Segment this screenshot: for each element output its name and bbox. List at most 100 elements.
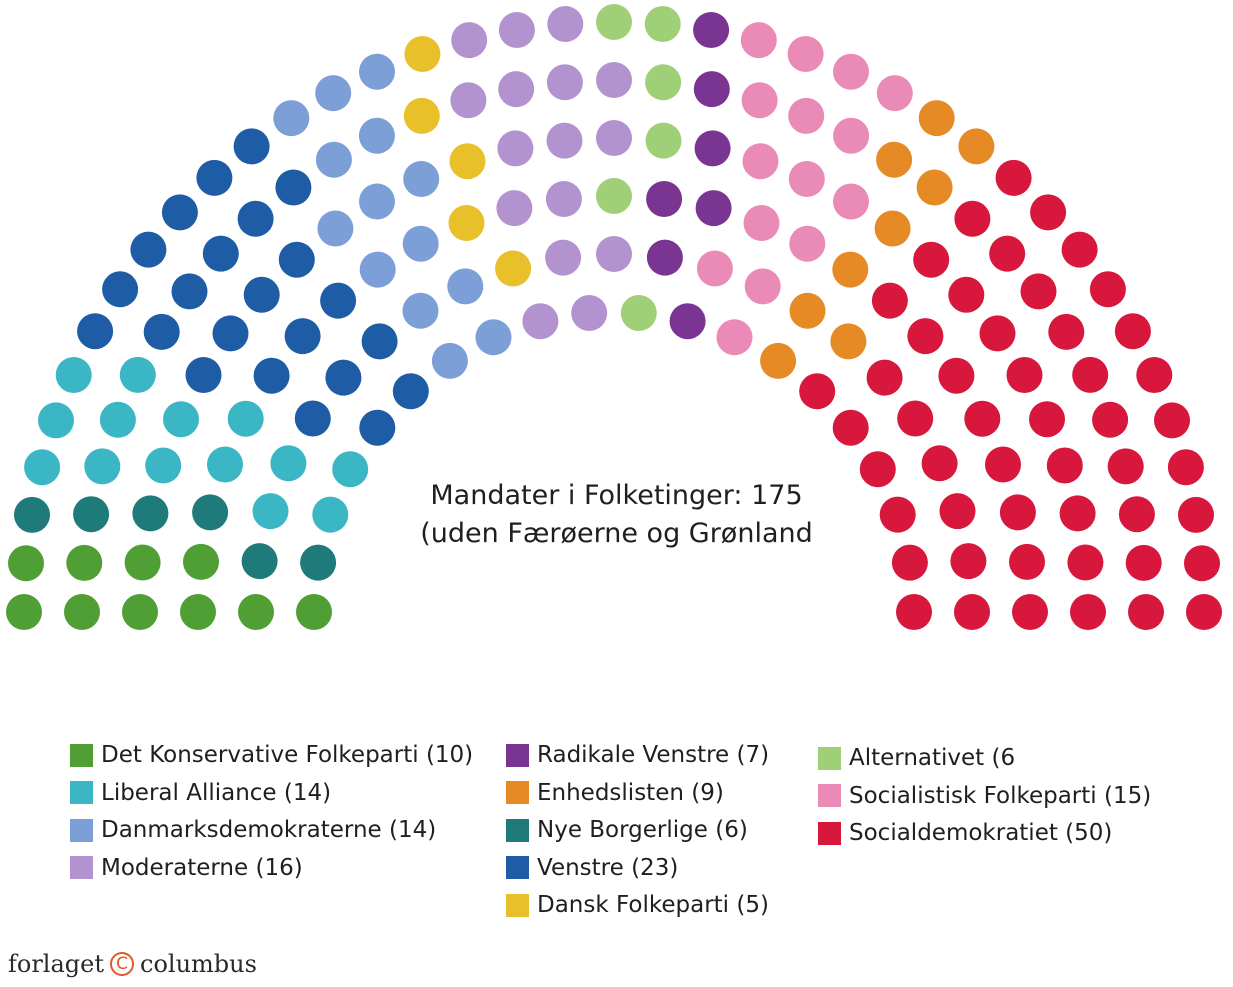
seat-liberal-alliance (312, 496, 349, 533)
seat-socialistisk-folkeparti (744, 268, 781, 305)
seat-socialistisk-folkeparti (833, 183, 869, 220)
seat-danmarksdemokraterne (475, 319, 512, 356)
seat-socialdemokratiet (871, 282, 908, 319)
seat-danmarksdemokraterne (431, 342, 468, 379)
seat-socialdemokratiet (985, 446, 1021, 483)
seat-det-konservative-folkeparti (6, 594, 42, 630)
seat-socialdemokratiet (1048, 313, 1085, 350)
seat-dansk-folkeparti (448, 205, 485, 241)
seat-socialdemokratiet (896, 594, 932, 630)
seat-danmarksdemokraterne (359, 251, 396, 288)
seat-socialdemokratiet (1070, 594, 1106, 630)
seat-socialdemokratiet (1012, 594, 1048, 630)
legend-item-det-konservative-folkeparti: Det Konservative Folkeparti (10) (70, 740, 473, 770)
legend-swatch (818, 784, 841, 807)
seat-socialistisk-folkeparti (740, 22, 777, 59)
seat-enhedslisten (874, 210, 911, 247)
seat-det-konservative-folkeparti (296, 594, 332, 630)
seat-dansk-folkeparti (495, 250, 532, 287)
seat-moderaterne (546, 122, 583, 159)
seat-venstre (77, 313, 114, 350)
seat-socialdemokratiet (979, 315, 1016, 352)
seat-moderaterne (596, 62, 632, 98)
seat-danmarksdemokraterne (359, 183, 395, 220)
seat-alternativet (596, 178, 632, 214)
legend-swatch (506, 743, 529, 767)
legend-swatch (70, 743, 93, 767)
seat-socialdemokratiet (939, 493, 976, 530)
seat-liberal-alliance (270, 445, 307, 482)
legend-label: Nye Borgerlige (6) (537, 817, 748, 843)
seat-dansk-folkeparti (449, 143, 486, 180)
seat-enhedslisten (830, 323, 867, 360)
chart-subtitle: (uden Færøerne og Grønland (420, 518, 813, 549)
seat-radikale-venstre (646, 239, 683, 276)
seat-socialdemokratiet (950, 543, 987, 580)
seat-socialistisk-folkeparti (787, 36, 824, 72)
seat-socialdemokratiet (1154, 402, 1190, 439)
seat-socialistisk-folkeparti (743, 205, 780, 241)
seat-socialistisk-folkeparti (833, 117, 870, 154)
seat-enhedslisten (876, 141, 913, 178)
seat-danmarksdemokraterne (402, 225, 439, 262)
seat-venstre (284, 318, 321, 355)
seat-nye-borgerlige (300, 544, 337, 581)
seat-venstre (102, 271, 139, 308)
seat-venstre (171, 273, 208, 310)
seat-venstre (275, 169, 312, 206)
seat-socialdemokratiet (1072, 356, 1109, 393)
seat-liberal-alliance (227, 400, 264, 437)
seat-venstre (361, 323, 398, 360)
seat-dansk-folkeparti (403, 97, 440, 134)
legend-label: Socialdemokratiet (50) (849, 820, 1113, 846)
seat-nye-borgerlige (192, 494, 229, 531)
seat-socialdemokratiet (866, 359, 903, 396)
seat-venstre (130, 231, 167, 268)
seat-moderaterne (545, 181, 582, 217)
seat-moderaterne (571, 295, 608, 331)
seat-socialdemokratiet (891, 544, 928, 581)
publisher-logo: forlaget C columbus (8, 950, 257, 978)
seat-socialistisk-folkeparti (788, 97, 825, 134)
seat-socialdemokratiet (1136, 357, 1173, 393)
seat-radikale-venstre (695, 190, 732, 227)
seat-alternativet (596, 4, 632, 40)
seat-venstre (212, 315, 249, 352)
parliament-seat-chart (6, 4, 1222, 630)
seat-socialdemokratiet (1046, 447, 1083, 484)
seat-danmarksdemokraterne (403, 161, 440, 197)
seat-moderaterne (498, 71, 535, 108)
legend-swatch (70, 818, 93, 842)
legend-label: Enhedslisten (9) (537, 779, 724, 806)
seat-det-konservative-folkeparti (64, 594, 100, 630)
legend-item-moderaterne: Moderaterne (16) (70, 853, 303, 883)
seat-socialdemokratiet (879, 496, 916, 533)
seat-socialdemokratiet (1128, 594, 1164, 630)
seat-moderaterne (496, 190, 533, 227)
seat-socialdemokratiet (1061, 231, 1098, 268)
seat-socialdemokratiet (954, 200, 991, 237)
seat-socialdemokratiet (913, 241, 950, 278)
legend-item-socialistisk-folkeparti: Socialistisk Folkeparti (15) (818, 781, 1151, 811)
seat-moderaterne (545, 239, 582, 276)
seat-liberal-alliance (119, 356, 156, 393)
seat-dansk-folkeparti (404, 36, 441, 72)
seat-nye-borgerlige (73, 496, 110, 533)
legend-swatch (818, 821, 841, 845)
legend-item-radikale-venstre: Radikale Venstre (7) (506, 740, 769, 770)
seat-venstre (233, 128, 270, 165)
seat-venstre (237, 200, 274, 237)
seat-moderaterne (450, 82, 487, 119)
seat-socialdemokratiet (1030, 194, 1067, 231)
legend-label: Alternativet (6 (849, 745, 1016, 771)
legend-item-socialdemokratiet: Socialdemokratiet (50) (818, 818, 1112, 848)
seat-socialdemokratiet (1107, 448, 1144, 485)
seat-moderaterne (498, 12, 535, 48)
seat-radikale-venstre (669, 303, 706, 340)
seat-venstre (196, 159, 233, 196)
seat-liberal-alliance (55, 357, 92, 393)
seat-socialdemokratiet (1006, 357, 1043, 393)
legend-swatch (70, 781, 93, 804)
seat-venstre (325, 359, 362, 396)
seat-radikale-venstre (693, 12, 730, 48)
